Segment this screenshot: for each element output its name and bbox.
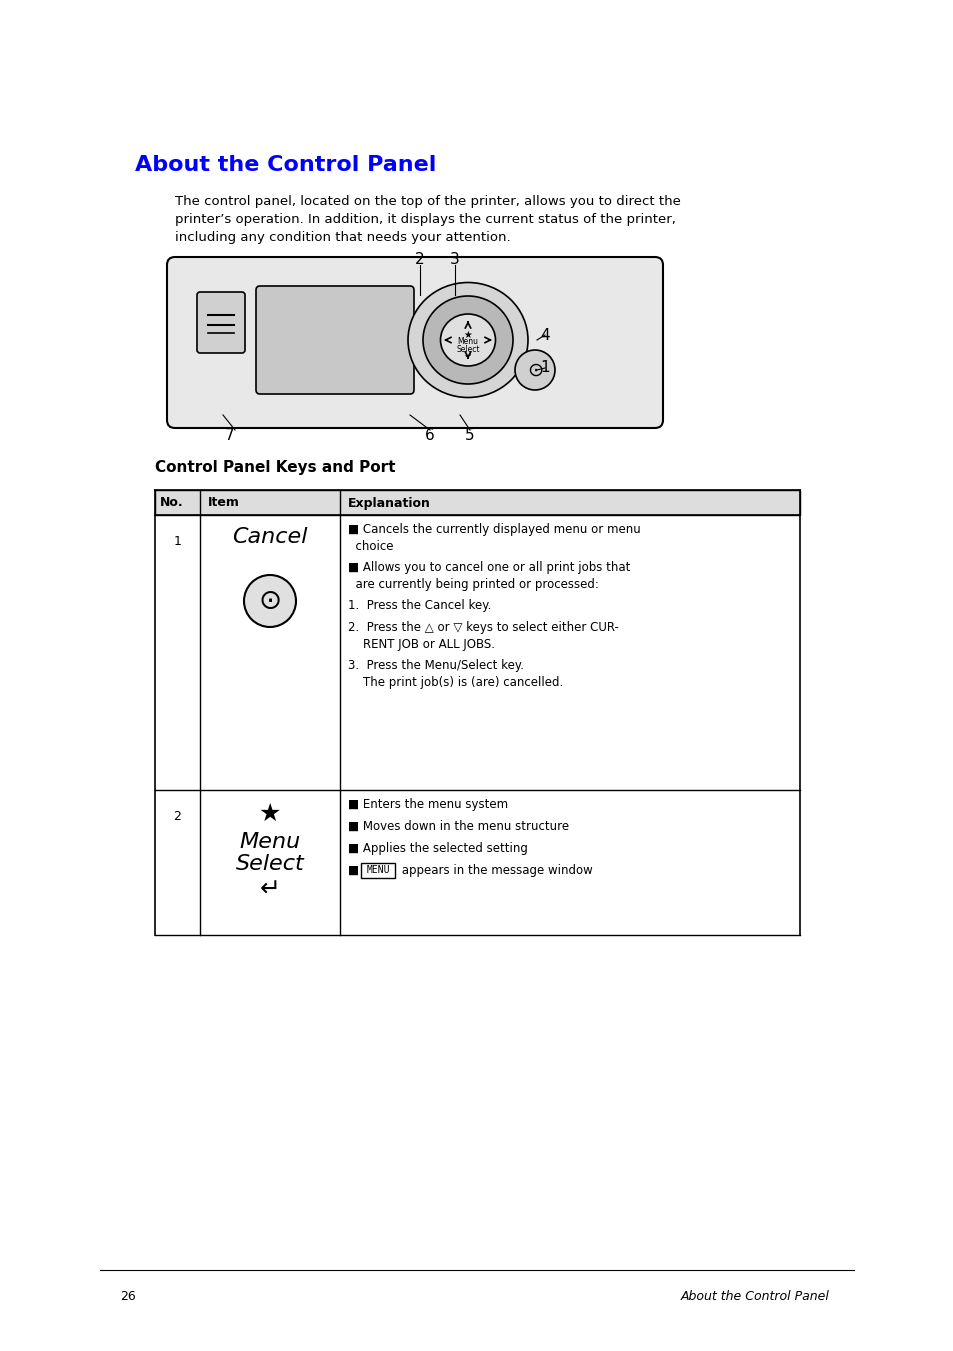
Text: 3.  Press the Menu/Select key.
    The print job(s) is (are) cancelled.: 3. Press the Menu/Select key. The print …: [348, 659, 562, 689]
Text: The control panel, located on the top of the printer, allows you to direct the
p: The control panel, located on the top of…: [174, 195, 680, 245]
Text: 2: 2: [173, 811, 181, 823]
Text: ■ Allows you to cancel one or all print jobs that
  are currently being printed : ■ Allows you to cancel one or all print …: [348, 561, 630, 590]
Text: 4: 4: [539, 327, 549, 343]
Text: Control Panel Keys and Port: Control Panel Keys and Port: [154, 459, 395, 476]
Text: ■ Applies the selected setting: ■ Applies the selected setting: [348, 842, 527, 855]
Text: ★: ★: [463, 330, 472, 340]
Text: No.: No.: [160, 497, 183, 509]
FancyBboxPatch shape: [167, 257, 662, 428]
Text: 1: 1: [173, 535, 181, 549]
Text: 3: 3: [450, 253, 459, 267]
Circle shape: [515, 350, 555, 390]
FancyBboxPatch shape: [154, 490, 800, 515]
Text: appears in the message window: appears in the message window: [397, 865, 592, 877]
Text: 7: 7: [225, 427, 234, 443]
Text: ■ Cancels the currently displayed menu or menu
  choice: ■ Cancels the currently displayed menu o…: [348, 523, 640, 553]
Text: 1: 1: [539, 361, 549, 376]
Text: ↵: ↵: [464, 350, 471, 359]
Text: 2.  Press the △ or ▽ keys to select either CUR-
    RENT JOB or ALL JOBS.: 2. Press the △ or ▽ keys to select eithe…: [348, 621, 618, 651]
Text: MENU: MENU: [366, 865, 390, 875]
Text: Cancel: Cancel: [233, 527, 308, 547]
Text: 2: 2: [415, 253, 424, 267]
Ellipse shape: [422, 296, 513, 384]
Text: Menu: Menu: [239, 832, 300, 852]
Text: 1.  Press the Cancel key.: 1. Press the Cancel key.: [348, 598, 491, 612]
Text: Item: Item: [208, 497, 239, 509]
Text: ■ Enters the menu system: ■ Enters the menu system: [348, 798, 508, 811]
Text: 5: 5: [465, 427, 475, 443]
Text: 6: 6: [425, 427, 435, 443]
Ellipse shape: [440, 313, 495, 366]
Text: Select: Select: [235, 854, 304, 874]
Text: ■ Moves down in the menu structure: ■ Moves down in the menu structure: [348, 820, 569, 834]
FancyBboxPatch shape: [196, 292, 245, 353]
Circle shape: [244, 576, 295, 627]
Text: ↵: ↵: [259, 878, 280, 902]
Text: About the Control Panel: About the Control Panel: [680, 1290, 829, 1302]
FancyBboxPatch shape: [255, 286, 414, 394]
Ellipse shape: [408, 282, 527, 397]
Text: ⊙: ⊙: [526, 361, 542, 380]
Text: ★: ★: [258, 802, 281, 825]
Text: Menu: Menu: [457, 338, 478, 346]
FancyBboxPatch shape: [360, 863, 395, 878]
Text: Explanation: Explanation: [348, 497, 431, 509]
Text: ⊙: ⊙: [258, 586, 281, 615]
Text: Select: Select: [456, 345, 479, 354]
Text: About the Control Panel: About the Control Panel: [135, 155, 436, 176]
Text: 26: 26: [120, 1290, 135, 1302]
Text: ■: ■: [348, 865, 362, 877]
